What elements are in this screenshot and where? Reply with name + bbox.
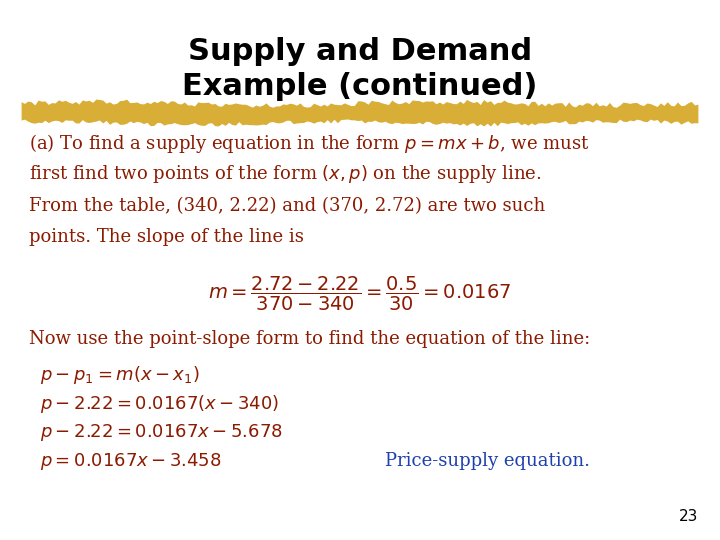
Text: 23: 23 <box>679 509 698 524</box>
Text: first find two points of the form $(x, p)$ on the supply line.: first find two points of the form $(x, p… <box>29 164 541 185</box>
Text: $m = \dfrac{2.72-2.22}{370-340} = \dfrac{0.5}{30} = 0.0167$: $m = \dfrac{2.72-2.22}{370-340} = \dfrac… <box>208 275 512 313</box>
Text: Price-supply equation.: Price-supply equation. <box>385 452 590 470</box>
Text: Example (continued): Example (continued) <box>182 72 538 101</box>
Polygon shape <box>22 99 698 126</box>
Text: Supply and Demand: Supply and Demand <box>188 37 532 66</box>
Text: (a) To find a supply equation in the form $p = mx + b$, we must: (a) To find a supply equation in the for… <box>29 132 590 154</box>
Text: Now use the point-slope form to find the equation of the line:: Now use the point-slope form to find the… <box>29 329 590 348</box>
Text: $p - 2.22 = 0.0167x - 5.678$: $p - 2.22 = 0.0167x - 5.678$ <box>40 422 282 443</box>
Text: From the table, (340, 2.22) and (370, 2.72) are two such: From the table, (340, 2.22) and (370, 2.… <box>29 197 545 215</box>
Text: $p - 2.22 = 0.0167(x - 340)$: $p - 2.22 = 0.0167(x - 340)$ <box>40 393 279 415</box>
Text: $p - p_1 = m(x - x_1)$: $p - p_1 = m(x - x_1)$ <box>40 364 199 386</box>
Text: $p = 0.0167x - 3.458$: $p = 0.0167x - 3.458$ <box>40 451 221 471</box>
Text: points. The slope of the line is: points. The slope of the line is <box>29 228 304 246</box>
